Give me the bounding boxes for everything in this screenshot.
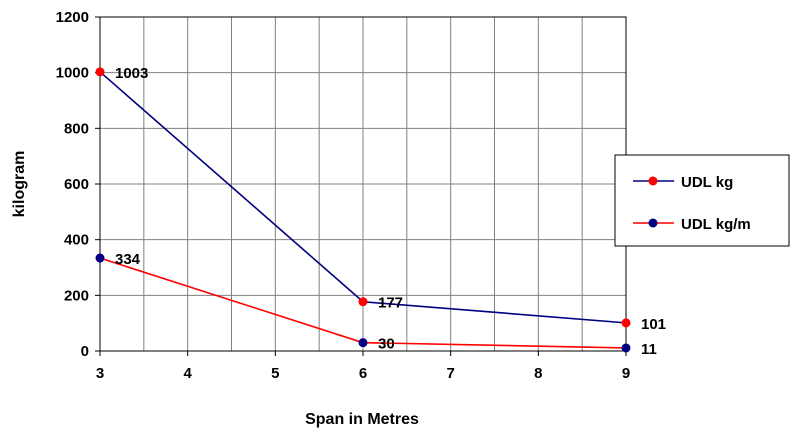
legend-box <box>614 154 790 247</box>
data-point <box>621 343 631 353</box>
x-tick-label: 4 <box>183 365 192 382</box>
data-point <box>358 338 368 348</box>
data-point <box>621 318 631 328</box>
x-tick-label: 8 <box>534 365 542 382</box>
data-label: 334 <box>115 251 141 268</box>
y-tick-label: 400 <box>64 232 89 249</box>
y-axis-ticks: 0 200 400 600 800 1000 1200 <box>56 9 100 360</box>
data-point <box>95 253 105 263</box>
y-tick-label: 200 <box>64 287 89 304</box>
y-tick-label: 1000 <box>56 65 89 82</box>
grid-lines <box>100 17 626 351</box>
x-axis-title: Span in Metres <box>305 411 419 428</box>
data-point <box>95 67 105 77</box>
x-tick-label: 3 <box>96 365 104 382</box>
y-tick-label: 600 <box>64 176 89 193</box>
x-tick-label: 9 <box>622 365 630 382</box>
legend-label: UDL kg/m <box>681 216 751 233</box>
data-label: 30 <box>378 336 395 353</box>
y-tick-label: 800 <box>64 120 89 137</box>
legend-label: UDL kg <box>681 174 733 191</box>
data-label: 1003 <box>115 65 148 82</box>
y-tick-label: 1200 <box>56 9 89 26</box>
y-axis-title: kilogram <box>11 151 28 218</box>
legend-marker <box>648 218 658 228</box>
data-label: 177 <box>378 295 403 312</box>
legend: UDL kg UDL kg/m <box>614 154 790 247</box>
data-label: 11 <box>641 341 657 358</box>
x-tick-label: 7 <box>446 365 454 382</box>
data-labels: 1003 177 101 334 30 11 <box>115 65 666 358</box>
series-lines <box>95 67 631 353</box>
x-tick-label: 5 <box>271 365 279 382</box>
data-label: 101 <box>641 316 666 333</box>
legend-marker <box>648 176 658 186</box>
y-tick-label: 0 <box>81 343 89 360</box>
x-axis-ticks: 3 4 5 6 7 8 9 <box>96 351 630 382</box>
data-point <box>358 297 368 307</box>
x-tick-label: 6 <box>359 365 367 382</box>
